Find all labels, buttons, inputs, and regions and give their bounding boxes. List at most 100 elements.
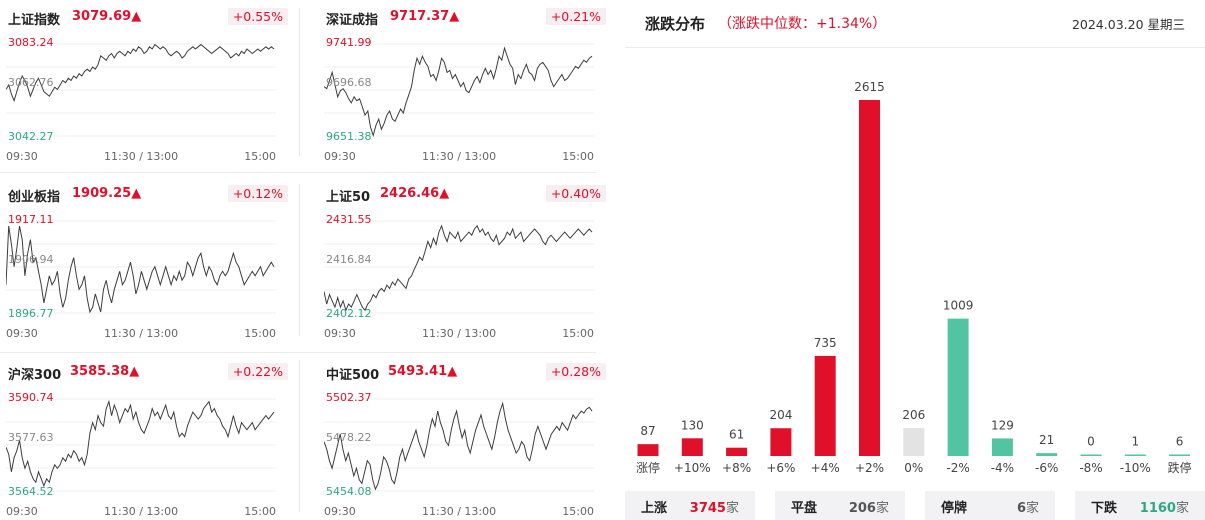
- bar-value-label: 0: [1087, 435, 1095, 449]
- intraday-line: [324, 220, 594, 314]
- index-name: 中证500: [326, 368, 380, 383]
- bar-category-label: +2%: [855, 461, 884, 475]
- index-card-sz[interactable]: 深证成指 9717.37▲ +0.21% 9741.99 9696.68 965…: [318, 0, 608, 170]
- bar-value-label: 206: [902, 408, 925, 422]
- bar-value-label: 1: [1131, 435, 1139, 449]
- bar-value-label: 204: [769, 408, 792, 422]
- y-low-label: 2402.12: [326, 307, 372, 320]
- y-low-label: 1896.77: [8, 307, 54, 320]
- distribution-median: （涨跌中位数：+1.34%）: [718, 16, 887, 32]
- index-card-header: 创业板指 1909.25▲ +0.12%: [0, 185, 290, 205]
- bar: [637, 444, 659, 456]
- y-mid-label: 9696.68: [326, 76, 372, 89]
- index-name: 沪深300: [8, 368, 62, 383]
- intraday-chart: 3083.24 3062.76 3042.27: [6, 30, 276, 148]
- bar: [1124, 454, 1146, 456]
- price-line: [6, 43, 275, 103]
- index-value: 3079.69▲: [72, 9, 142, 24]
- y-low-label: 3564.52: [8, 485, 54, 498]
- bar-category-label: -4%: [991, 461, 1014, 475]
- index-card-header: 上证50 2426.46▲ +0.40%: [318, 185, 608, 205]
- y-mid-label: 5478.22: [326, 431, 372, 444]
- time-mid: 11:30 / 13:00: [104, 150, 179, 163]
- time-start: 09:30: [6, 327, 38, 340]
- index-card-hs300[interactable]: 沪深300 3585.38▲ +0.22% 3590.74 3577.63 35…: [0, 355, 290, 520]
- intraday-line: [6, 43, 276, 137]
- time-end: 15:00: [244, 150, 276, 163]
- time-mid: 11:30 / 13:00: [104, 505, 179, 518]
- bar: [1169, 454, 1191, 456]
- bar-value-label: 87: [640, 424, 655, 438]
- y-high-label: 5502.37: [326, 391, 372, 404]
- bar: [859, 100, 880, 456]
- bar-category-label: 跌停: [1168, 460, 1192, 475]
- summary-label: 下跌: [1091, 501, 1118, 516]
- bar-value-label: 129: [991, 418, 1014, 432]
- y-low-label: 9651.38: [326, 130, 372, 143]
- time-axis: 09:30 11:30 / 13:00 15:00: [324, 505, 594, 519]
- index-value: 2426.46▲: [380, 186, 450, 201]
- bar: [681, 438, 703, 456]
- summary-label: 停牌: [941, 501, 968, 516]
- intraday-line: [6, 398, 276, 492]
- time-axis: 09:30 11:30 / 13:00 15:00: [6, 505, 276, 519]
- header-divider: [625, 47, 1205, 48]
- summary-up: 上涨 3745家: [625, 491, 755, 520]
- time-axis: 09:30 11:30 / 13:00 15:00: [324, 327, 594, 341]
- trade-date: 2024.03.20 星期三: [1071, 17, 1185, 32]
- intraday-chart: 1917.11 1906.94 1896.77: [6, 207, 276, 325]
- time-mid: 11:30 / 13:00: [422, 505, 497, 518]
- index-card-sh[interactable]: 上证指数 3079.69▲ +0.55% 3083.24 3062.76 304…: [0, 0, 290, 170]
- bar: [991, 438, 1013, 456]
- row-divider: [0, 352, 596, 353]
- summary-down: 下跌 1160家: [1075, 491, 1205, 520]
- bar-value-label: 6: [1176, 435, 1184, 449]
- time-axis: 09:30 11:30 / 13:00 15:00: [6, 327, 276, 341]
- index-card-header: 上证指数 3079.69▲ +0.55%: [0, 8, 290, 28]
- index-card-cyb[interactable]: 创业板指 1909.25▲ +0.12% 1917.11 1906.94 189…: [0, 177, 290, 347]
- bar-category-label: -10%: [1120, 461, 1151, 475]
- y-high-label: 2431.55: [326, 213, 372, 226]
- y-mid-label: 2416.84: [326, 253, 372, 266]
- summary-value: 1160家: [1139, 501, 1189, 516]
- time-mid: 11:30 / 13:00: [104, 327, 179, 340]
- column-divider: [299, 8, 300, 156]
- bar-category-label: +6%: [766, 461, 795, 475]
- time-end: 15:00: [244, 505, 276, 518]
- index-change-badge: +0.21%: [545, 8, 606, 25]
- distribution-title: 涨跌分布: [645, 15, 706, 33]
- index-card-sz50[interactable]: 上证50 2426.46▲ +0.40% 2431.55 2416.84 240…: [318, 177, 608, 347]
- bar: [903, 427, 925, 456]
- index-value: 5493.41▲: [388, 364, 458, 379]
- index-value: 9717.37▲: [390, 9, 460, 24]
- price-line: [6, 225, 275, 314]
- index-card-header: 中证500 5493.41▲ +0.28%: [318, 363, 608, 383]
- time-start: 09:30: [6, 150, 38, 163]
- index-change-badge: +0.28%: [545, 363, 606, 380]
- y-mid-label: 3577.63: [8, 431, 54, 444]
- price-line: [324, 46, 593, 138]
- bar-value-label: 2615: [854, 80, 885, 94]
- distribution-panel: 涨跌分布 （涨跌中位数：+1.34%） 2024.03.20 星期三 87 涨停 1…: [620, 0, 1205, 520]
- index-change-badge: +0.12%: [227, 185, 288, 202]
- bar-category-label: +8%: [722, 461, 751, 475]
- index-name: 上证50: [326, 190, 371, 205]
- bar-value-label: 735: [814, 336, 837, 350]
- summary-label: 平盘: [791, 501, 818, 516]
- index-change-badge: +0.55%: [227, 8, 288, 25]
- time-end: 15:00: [244, 327, 276, 340]
- bar-category-label: -2%: [946, 461, 969, 475]
- intraday-line: [324, 398, 594, 492]
- price-line: [6, 399, 275, 488]
- summary-suspended: 停牌 6家: [925, 491, 1055, 520]
- time-mid: 11:30 / 13:00: [422, 150, 497, 163]
- y-mid-label: 1906.94: [8, 253, 54, 266]
- summary-value: 206家: [848, 501, 889, 516]
- y-high-label: 9741.99: [326, 36, 372, 49]
- y-mid-label: 3062.76: [8, 76, 54, 89]
- bar-value-label: 1009: [943, 299, 974, 313]
- bar-value-label: 21: [1039, 433, 1054, 447]
- summary-value: 3745家: [689, 501, 739, 516]
- index-card-zz500[interactable]: 中证500 5493.41▲ +0.28% 5502.37 5478.22 54…: [318, 355, 608, 520]
